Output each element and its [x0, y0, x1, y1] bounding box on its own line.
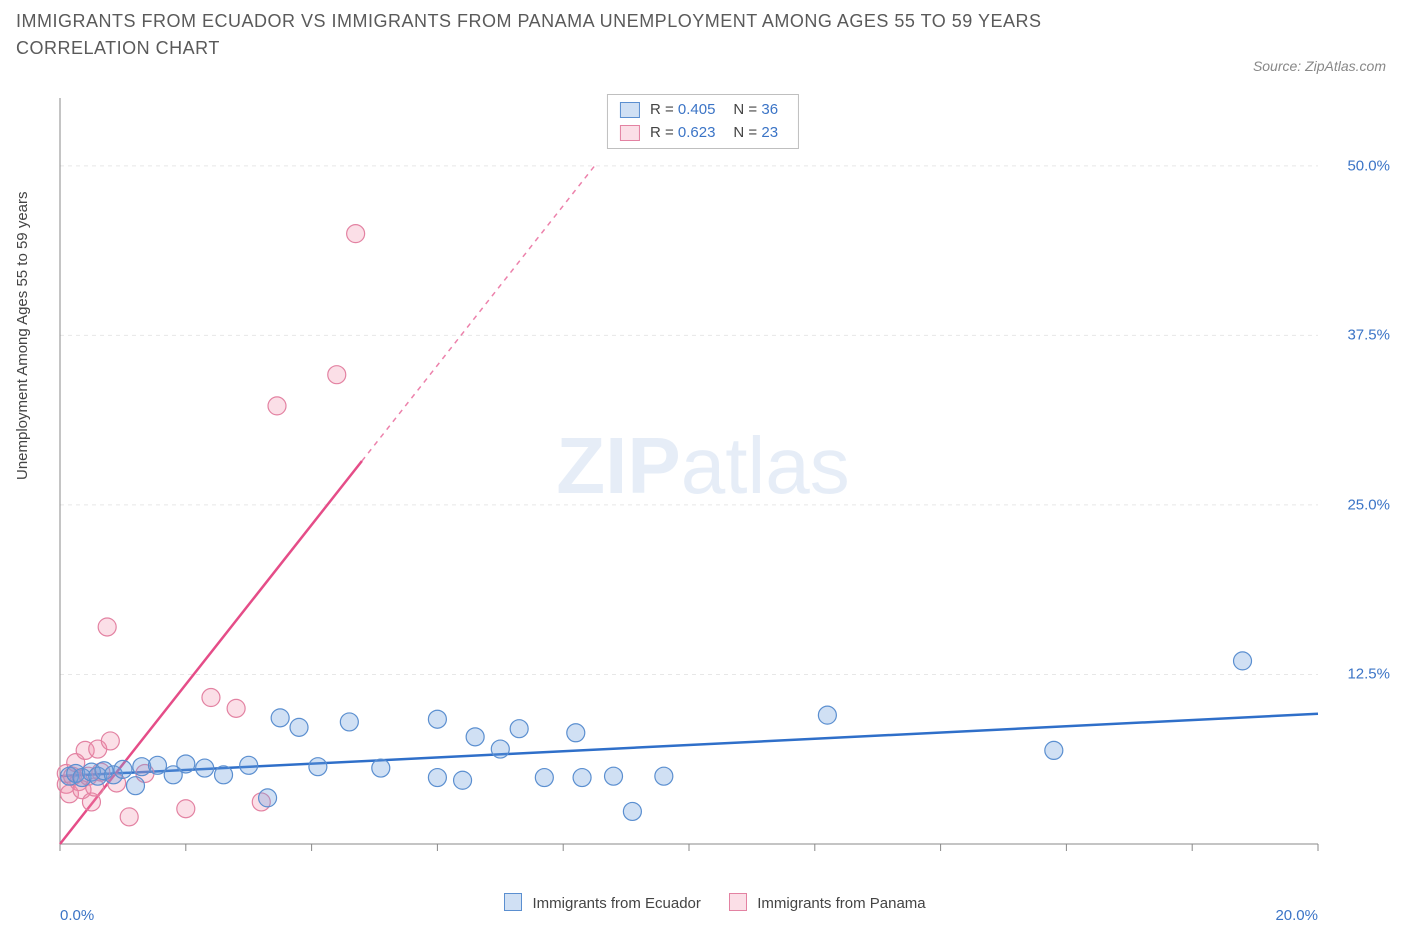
- series-legend: Immigrants from Ecuador Immigrants from …: [0, 893, 1406, 912]
- swatch-icon: [620, 125, 640, 141]
- chart-svg: [56, 88, 1386, 878]
- stats-row: R = 0.405 N = 36: [620, 99, 786, 122]
- swatch-icon: [729, 893, 747, 911]
- y-tick-label: 12.5%: [1347, 666, 1390, 683]
- y-tick-label: 25.0%: [1347, 496, 1390, 513]
- x-tick-label: 20.0%: [1275, 907, 1318, 924]
- y-tick-label: 37.5%: [1347, 327, 1390, 344]
- source-label: Source: ZipAtlas.com: [1253, 58, 1386, 74]
- chart-title: IMMIGRANTS FROM ECUADOR VS IMMIGRANTS FR…: [16, 8, 1116, 62]
- swatch-icon: [504, 893, 522, 911]
- stats-row: R = 0.623 N = 23: [620, 122, 786, 145]
- y-axis-label: Unemployment Among Ages 55 to 59 years: [14, 191, 31, 480]
- swatch-icon: [620, 102, 640, 118]
- scatter-plot: [56, 88, 1386, 878]
- stats-legend: R = 0.405 N = 36 R = 0.623 N = 23: [607, 94, 799, 149]
- legend-label: Immigrants from Ecuador: [533, 895, 701, 912]
- x-tick-label: 0.0%: [60, 907, 94, 924]
- legend-label: Immigrants from Panama: [757, 895, 925, 912]
- y-tick-label: 50.0%: [1347, 157, 1390, 174]
